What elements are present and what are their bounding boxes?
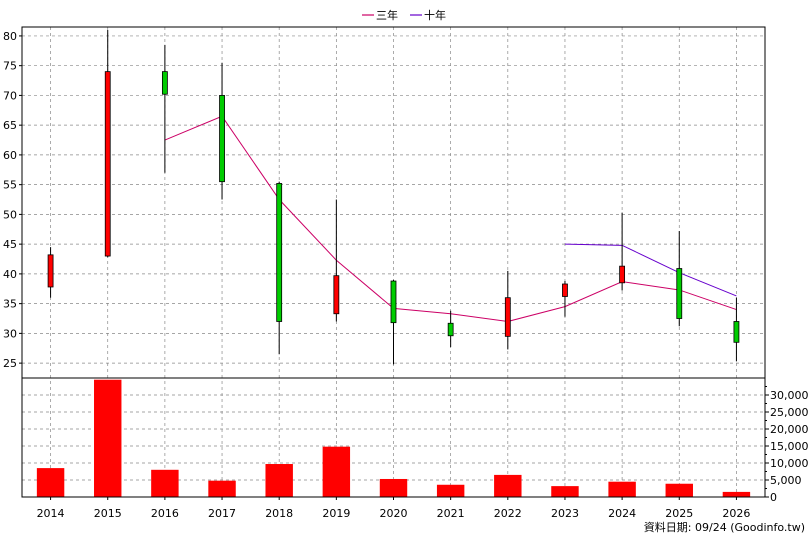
volume-tick-label: 0	[770, 491, 777, 504]
volume-bar	[208, 480, 236, 497]
candle-body	[562, 283, 568, 297]
ma-line-10yr	[564, 243, 737, 297]
year-tick-label: 2016	[151, 507, 179, 520]
candle-body	[447, 322, 454, 337]
year-tick-label: 2021	[437, 507, 465, 520]
volume-tick-label: 30,000	[770, 389, 808, 402]
volume-bar	[94, 379, 122, 497]
volume-bar	[36, 468, 65, 497]
price-tick-label: 40	[3, 268, 17, 281]
volume-bar	[436, 484, 465, 497]
data-date-credit: 資料日期: 09/24 (Goodinfo.tw)	[644, 520, 805, 534]
price-tick-label: 45	[3, 238, 17, 251]
volume-bar	[608, 481, 636, 497]
price-tick-label: 35	[3, 298, 17, 311]
volume-bar	[265, 464, 293, 497]
price-tick-label: 65	[3, 119, 17, 132]
year-tick-label: 2014	[37, 507, 65, 520]
price-tick-label: 25	[3, 357, 17, 370]
year-tick-label: 2026	[722, 507, 750, 520]
price-tick-label: 80	[3, 30, 17, 43]
year-tick-label: 2020	[380, 507, 408, 520]
candle-body	[47, 254, 54, 288]
price-tick-label: 75	[3, 60, 17, 73]
candle-body	[104, 71, 111, 257]
candle-body	[676, 268, 683, 319]
legend-label: 三年	[376, 8, 398, 22]
candle-body	[276, 183, 283, 322]
chart-legend: 三年 十年	[362, 8, 446, 22]
price-tick-label: 60	[3, 149, 17, 162]
candle-body	[219, 95, 225, 183]
candle-body	[161, 71, 168, 95]
price-tick-label: 70	[3, 89, 17, 102]
volume-tick-label: 15,000	[770, 440, 808, 453]
volume-bar	[379, 478, 408, 497]
price-tick-label: 30	[3, 327, 17, 340]
price-tick-label: 55	[3, 179, 17, 192]
volume-bar	[494, 474, 522, 497]
chart-plot-area: 25 30 35 40 45 50 55 60 65 70 75 80 0 5,000 10,000 15,0…	[3, 26, 808, 520]
candle-body	[504, 297, 511, 337]
volume-tick-label: 25,000	[770, 406, 808, 419]
year-tick-label: 2023	[551, 507, 579, 520]
year-tick-label: 2017	[208, 507, 236, 520]
volume-bar	[151, 469, 179, 497]
year-tick-label: 2025	[665, 507, 693, 520]
legend-label: 十年	[424, 8, 446, 22]
candle-body	[733, 321, 740, 343]
volume-tick-label: 5,000	[770, 474, 802, 487]
year-tick-label: 2019	[322, 507, 350, 520]
volume-bar	[665, 483, 693, 497]
candle-body	[619, 265, 626, 284]
year-tick-label: 2024	[608, 507, 636, 520]
volume-bar	[322, 446, 351, 497]
candle-body	[390, 280, 397, 324]
volume-bar	[722, 491, 751, 497]
volume-bar	[551, 486, 579, 497]
volume-tick-label: 20,000	[770, 423, 808, 436]
year-tick-label: 2018	[265, 507, 293, 520]
year-tick-label: 2022	[494, 507, 522, 520]
volume-tick-label: 10,000	[770, 457, 808, 470]
price-tick-label: 50	[3, 208, 17, 221]
year-tick-label: 2015	[94, 507, 122, 520]
candle-body	[333, 275, 340, 315]
